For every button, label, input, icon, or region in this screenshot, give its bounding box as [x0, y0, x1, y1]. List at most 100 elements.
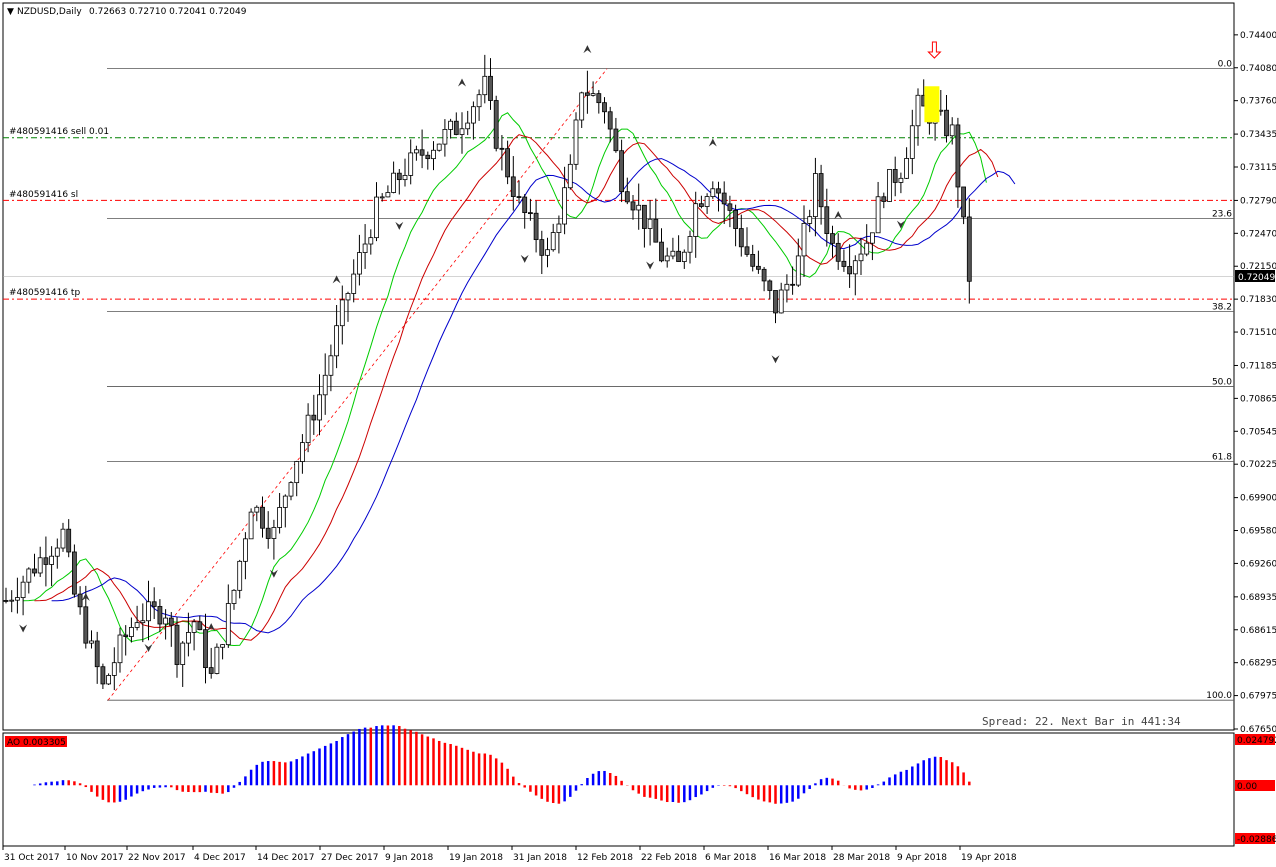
candle-body [539, 239, 545, 256]
date-tick-label: 31 Jan 2018 [513, 853, 567, 863]
ao-bottom-label: -0.028868 [1237, 835, 1276, 845]
ao-top-box [1235, 734, 1275, 745]
price-tick-label: 0.69900 [1240, 494, 1276, 504]
fractal-down-icon [771, 355, 780, 364]
candle-body [94, 640, 100, 668]
ao-label: AO 0.003305 [7, 738, 66, 748]
current-price-label: 0.72049 [1238, 273, 1275, 283]
fib-trend-line [107, 68, 608, 701]
candle-body [676, 250, 681, 262]
candle-body [773, 290, 778, 314]
candle-body [590, 93, 596, 96]
candle-body [271, 527, 277, 539]
candle-body [396, 172, 402, 181]
candle-body [77, 593, 83, 608]
candle-body [146, 601, 151, 622]
fractal-up-icon [332, 275, 341, 284]
order-label-sell: #480591416 sell 0.01 [9, 127, 109, 137]
candle-body [966, 216, 972, 282]
candle-body [151, 601, 157, 607]
candle-body [134, 622, 140, 628]
candle-body [83, 606, 89, 644]
candle-body [265, 527, 271, 539]
candle-body [961, 186, 966, 218]
candle-body [32, 568, 37, 574]
candle-body [624, 191, 630, 203]
date-tick-label: 9 Apr 2018 [897, 853, 947, 863]
fractal-down-icon [520, 254, 529, 263]
candle-body [647, 218, 653, 229]
candle-body [852, 260, 858, 275]
fib-label-50.0: 50.0 [1212, 378, 1232, 388]
candle-body [767, 280, 773, 291]
candle-body [818, 173, 824, 208]
candle-body [750, 253, 756, 267]
ao-bottom-box [1235, 833, 1275, 844]
candle-body [744, 246, 750, 255]
menu-triangle-icon[interactable]: ▼ [7, 7, 14, 17]
candle-body [710, 188, 716, 197]
candle-body [37, 557, 43, 574]
order-label-sl: #480591416 sl [9, 190, 78, 200]
candle-body [470, 106, 476, 124]
price-tick-label: 0.73435 [1240, 130, 1276, 140]
candle-body [140, 620, 146, 624]
fractal-up-icon [207, 623, 216, 632]
candle-body [260, 506, 265, 529]
date-tick-label: 14 Dec 2017 [257, 853, 315, 863]
fractal-up-icon [458, 78, 466, 87]
candle-body [801, 223, 807, 257]
candle-body [208, 667, 214, 674]
candle-body [642, 204, 647, 229]
candle-body [419, 149, 425, 156]
candle-body [185, 632, 191, 644]
candle-body [459, 128, 465, 135]
candle-body [807, 216, 813, 224]
price-tick-label: 0.71510 [1240, 328, 1276, 338]
price-tick-label: 0.74400 [1240, 31, 1276, 41]
ma-fast-line [23, 112, 987, 647]
candle-body [659, 241, 664, 262]
fractal-down-icon [19, 624, 28, 633]
candle-body [391, 172, 397, 193]
candle-body [225, 603, 231, 646]
candle-body [43, 557, 49, 565]
main-chart-frame [2, 2, 1235, 731]
candle-body [254, 506, 260, 513]
candle-body [693, 203, 699, 237]
date-tick-label: 19 Jan 2018 [449, 853, 503, 863]
candle-body [442, 129, 448, 145]
candle-body [830, 233, 835, 244]
candle-body [248, 511, 254, 540]
candle-body [123, 634, 129, 637]
candle-body [60, 528, 66, 549]
fractal-down-icon [144, 644, 153, 653]
price-tick-label: 0.74080 [1240, 64, 1276, 74]
fractal-down-icon [896, 220, 905, 229]
candle-body [237, 560, 243, 591]
candle-body [317, 394, 322, 421]
candle-body [413, 149, 419, 154]
price-tick-label: 0.70545 [1240, 427, 1276, 437]
candle-body [453, 120, 459, 135]
candle-body [345, 293, 351, 301]
candle-body [630, 201, 636, 211]
candle-body [949, 124, 955, 137]
price-tick-label: 0.72470 [1240, 229, 1276, 239]
candle-body [664, 255, 670, 262]
ohlc-label: 0.72663 0.72710 0.72041 0.72049 [89, 7, 247, 17]
fractal-up-icon [81, 592, 90, 601]
candle-body [493, 100, 499, 149]
candle-body [368, 237, 374, 245]
candle-body [909, 125, 915, 159]
candle-body [533, 212, 539, 241]
date-tick-label: 9 Jan 2018 [385, 853, 433, 863]
fib-label-100.0: 100.0 [1206, 691, 1232, 701]
candle-body [106, 675, 111, 685]
fractal-up-icon [583, 45, 592, 54]
candle-body [294, 461, 300, 484]
candle-body [567, 163, 573, 189]
candle-body [203, 629, 208, 669]
candle-body [738, 228, 744, 248]
